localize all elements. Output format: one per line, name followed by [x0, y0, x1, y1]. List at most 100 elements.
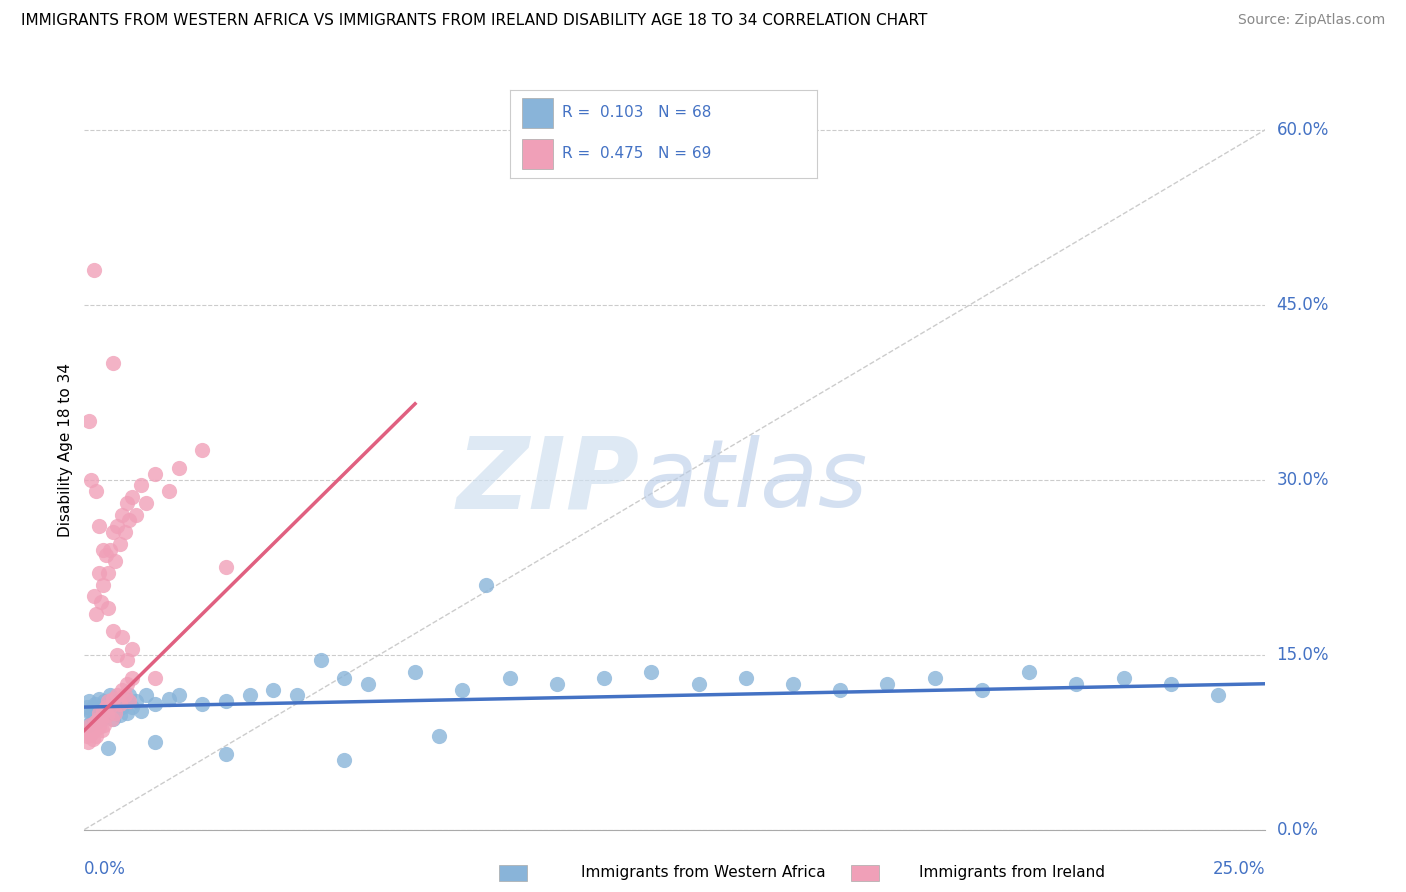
Point — [97, 566, 120, 580]
Text: 25.0%: 25.0% — [1213, 860, 1265, 878]
Point — [101, 712, 124, 726]
Point — [924, 671, 946, 685]
Point — [111, 700, 134, 714]
Point — [640, 665, 662, 679]
Point — [830, 682, 852, 697]
Point — [239, 689, 262, 703]
Point — [357, 677, 380, 691]
Point — [285, 689, 308, 703]
Point — [80, 727, 103, 741]
Text: Immigrants from Western Africa: Immigrants from Western Africa — [581, 865, 825, 880]
Point — [82, 731, 104, 746]
Point — [97, 706, 120, 720]
Point — [87, 706, 110, 720]
Point — [84, 715, 107, 730]
Point — [115, 677, 138, 691]
Point — [77, 414, 100, 428]
Point — [118, 513, 141, 527]
Point — [77, 735, 100, 749]
Text: ZIP: ZIP — [457, 433, 640, 529]
Point — [121, 490, 143, 504]
Point — [118, 689, 141, 703]
Point — [80, 473, 103, 487]
Point — [105, 694, 128, 708]
Point — [135, 496, 157, 510]
Point — [87, 566, 110, 580]
Point — [215, 694, 238, 708]
Point — [143, 671, 166, 685]
Text: 30.0%: 30.0% — [1277, 471, 1329, 489]
Point — [115, 706, 138, 720]
Point — [87, 519, 110, 533]
Point — [309, 653, 332, 667]
Point — [77, 694, 100, 708]
Point — [475, 577, 498, 591]
Point — [876, 677, 898, 691]
Text: IMMIGRANTS FROM WESTERN AFRICA VS IMMIGRANTS FROM IRELAND DISABILITY AGE 18 TO 3: IMMIGRANTS FROM WESTERN AFRICA VS IMMIGR… — [21, 13, 928, 29]
Point — [84, 607, 107, 621]
Point — [114, 692, 136, 706]
Point — [86, 706, 108, 720]
Point — [1018, 665, 1040, 679]
Point — [98, 700, 121, 714]
Point — [93, 694, 115, 708]
Text: 15.0%: 15.0% — [1277, 646, 1329, 664]
Point — [215, 747, 238, 761]
Point — [262, 682, 284, 697]
Y-axis label: Disability Age 18 to 34: Disability Age 18 to 34 — [58, 363, 73, 538]
Point — [89, 720, 111, 734]
Point — [83, 715, 105, 730]
Point — [91, 577, 114, 591]
Point — [93, 717, 115, 731]
Point — [98, 542, 121, 557]
Point — [91, 542, 114, 557]
Point — [97, 601, 120, 615]
Point — [100, 712, 122, 726]
Point — [96, 700, 118, 714]
Point — [104, 706, 127, 720]
Point — [191, 443, 214, 458]
Point — [79, 704, 101, 718]
Point — [97, 694, 120, 708]
Point — [77, 717, 100, 731]
Point — [83, 697, 105, 711]
Point — [84, 484, 107, 499]
Text: 0.0%: 0.0% — [1277, 821, 1319, 838]
Point — [115, 496, 138, 510]
Point — [1066, 677, 1088, 691]
Point — [83, 712, 105, 726]
Point — [80, 708, 103, 723]
Point — [121, 641, 143, 656]
Point — [135, 689, 157, 703]
Point — [83, 589, 105, 603]
Point — [104, 554, 127, 568]
Point — [451, 682, 474, 697]
Point — [91, 712, 114, 726]
Point — [89, 708, 111, 723]
Point — [1160, 677, 1182, 691]
Point — [111, 682, 134, 697]
Point — [83, 262, 105, 277]
Point — [125, 508, 148, 522]
Point — [129, 478, 152, 492]
Point — [96, 708, 118, 723]
Point — [114, 689, 136, 703]
Point — [77, 723, 100, 738]
Point — [76, 700, 98, 714]
Point — [111, 508, 134, 522]
Point — [157, 692, 180, 706]
Point — [111, 630, 134, 644]
Point — [593, 671, 616, 685]
Point — [427, 729, 450, 743]
Point — [97, 740, 120, 755]
Point — [107, 700, 129, 714]
Point — [94, 549, 117, 563]
Point — [404, 665, 426, 679]
Point — [333, 671, 356, 685]
Point — [98, 689, 121, 703]
Point — [83, 723, 105, 738]
Point — [782, 677, 804, 691]
Point — [115, 653, 138, 667]
Point — [546, 677, 568, 691]
Point — [167, 689, 190, 703]
